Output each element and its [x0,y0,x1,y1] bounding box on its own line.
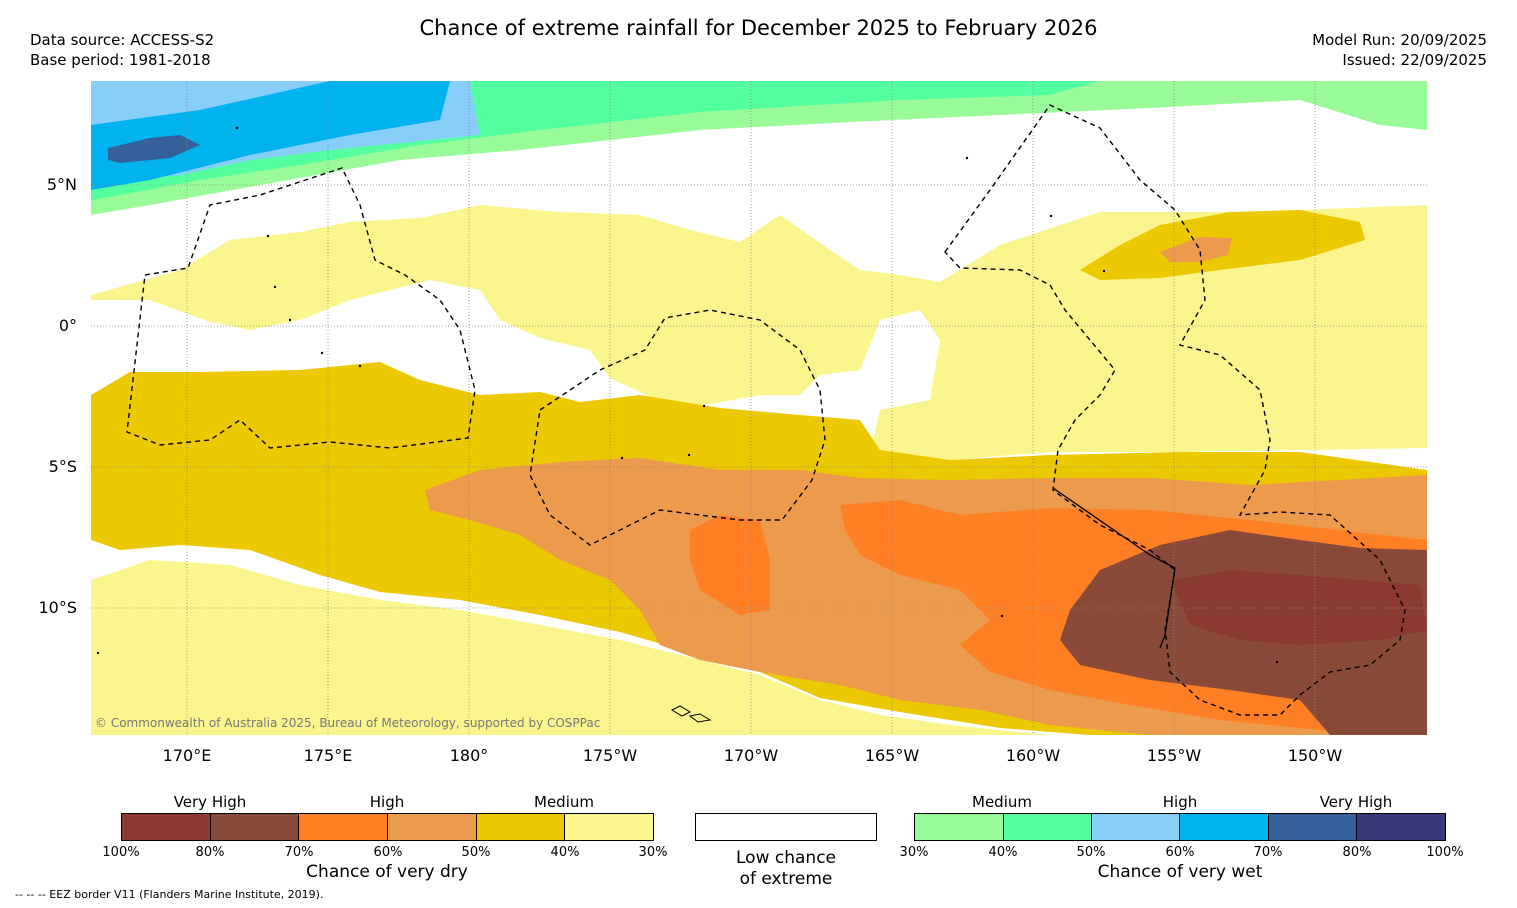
dry-tick-30: 30% [638,845,668,860]
wet-tick-40: 40% [988,845,1018,860]
wet-tick-100: 100% [1426,845,1464,860]
lon-label-155w: 155°W [1146,746,1202,765]
low-chance-line2: of extreme [739,869,833,889]
wet-swatch-1 [915,814,1004,840]
issued-date: Issued: 22/09/2025 [1342,51,1487,69]
lon-label-175w: 175°W [582,746,638,765]
island-outlines [670,705,712,723]
wet-cat-high: High [1162,793,1198,811]
wet-legend-title: Chance of very wet [1097,862,1263,882]
wet-tick-80: 80% [1342,845,1372,860]
eez-note: -- -- -- EEZ border V11 (Flanders Marine… [15,888,324,901]
dry-tick-40: 40% [550,845,580,860]
wet-tick-50: 50% [1076,845,1106,860]
wet-tick-30: 30% [899,845,929,860]
lon-label-160w: 160°W [1005,746,1061,765]
wet-swatch-2 [1003,814,1093,840]
lat-label-5n: 5°N [46,175,77,194]
dry-cat-medium: Medium [534,793,594,811]
low-chance-line1: Low chance [736,848,836,868]
eez-borders [126,104,1406,716]
base-period: Base period: 1981-2018 [30,51,211,69]
copyright-note: © Commonwealth of Australia 2025, Bureau… [95,716,601,730]
dry-cat-very-high: Very High [173,793,247,811]
dry-tick-80: 80% [195,845,225,860]
dry-colorbar [121,813,654,841]
dry-tick-50: 50% [461,845,491,860]
lon-label-180: 180° [449,746,489,765]
run-info: Model Run: 20/09/2025 Issued: 22/09/2025 [1312,30,1487,70]
data-source: Data source: ACCESS-S2 [30,31,215,49]
dry-swatch-1 [122,814,211,840]
lon-label-165w: 165°W [864,746,920,765]
data-info: Data source: ACCESS-S2 Base period: 1981… [30,30,214,70]
dry-extreme-region [1170,570,1427,645]
dry-high-region [690,515,770,615]
island-markers [96,126,1279,664]
lat-label-0: 0° [58,316,77,335]
dry-tick-60: 60% [373,845,403,860]
map-field [91,81,1427,735]
dry-legend-title: Chance of very dry [306,862,468,882]
dry-tick-70: 70% [284,845,314,860]
lat-label-5s: 5°S [48,457,77,476]
dry-cat-high: High [369,793,405,811]
dry-med-high-north-region [1160,237,1232,262]
wet-cat-medium: Medium [972,793,1032,811]
wet-tick-60: 60% [1165,845,1195,860]
dry-low-south-region [91,560,1050,735]
wet-swatch-6 [1357,814,1446,840]
wet-colorbar [914,813,1446,841]
lon-label-175e: 175°E [303,746,353,765]
wet-very-high-region [108,135,200,163]
dry-tick-100: 100% [102,845,140,860]
low-chance-label: Low chance of extreme [695,848,877,890]
wet-cat-very-high: Very High [1319,793,1393,811]
wet-swatch-3 [1092,814,1181,840]
graticule [91,81,1427,735]
dry-swatch-5 [476,814,566,840]
low-chance-swatch [695,813,877,841]
lon-label-170e: 170°E [162,746,212,765]
dry-swatch-3 [299,814,389,840]
dry-swatch-6 [565,814,654,840]
wet-higher-region [91,81,450,190]
wet-tick-70: 70% [1253,845,1283,860]
wet-swatch-4 [1180,814,1269,840]
dry-swatch-4 [388,814,477,840]
lon-label-170w: 170°W [723,746,779,765]
lat-label-10s: 10°S [38,598,77,617]
wet-swatch-5 [1268,814,1358,840]
model-run: Model Run: 20/09/2025 [1312,31,1487,49]
map-title: Chance of extreme rainfall for December … [419,16,1098,40]
boundary-line [1052,487,1176,649]
lon-label-150w: 150°W [1287,746,1343,765]
dry-swatch-2 [210,814,300,840]
